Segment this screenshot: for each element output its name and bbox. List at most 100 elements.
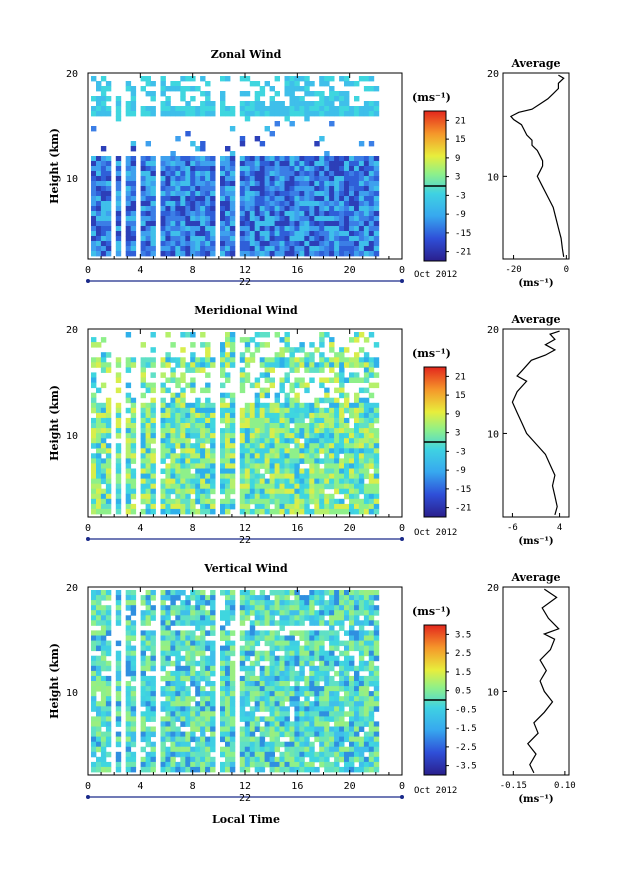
heatmap-cell — [210, 241, 216, 247]
heatmap-cell — [160, 620, 166, 626]
heatmap-cell — [314, 141, 320, 147]
heatmap-cell — [279, 211, 285, 217]
heatmap-cell — [210, 246, 216, 252]
heatmap-cell — [165, 650, 171, 657]
heatmap-cell — [274, 746, 280, 753]
heatmap-cell — [324, 241, 330, 247]
heatmap-cell — [225, 721, 231, 727]
heatmap-cell — [254, 640, 261, 647]
heatmap-cell — [170, 106, 176, 112]
heatmap-cell — [160, 706, 166, 712]
heatmap-cell — [284, 241, 290, 247]
heatmap-cell — [105, 610, 112, 616]
heatmap-cell — [309, 352, 315, 358]
heatmap-cell — [334, 362, 340, 368]
heatmap-cell — [185, 675, 191, 682]
heatmap-cell — [294, 76, 300, 82]
heatmap-cell — [324, 443, 330, 449]
heatmap-cell — [165, 433, 171, 439]
heatmap-cell — [125, 605, 132, 611]
heatmap-cell — [145, 181, 151, 187]
heatmap-cell — [195, 423, 201, 429]
heatmap-cell — [368, 171, 375, 177]
heatmap-cell — [140, 670, 146, 677]
heatmap-cell — [334, 615, 340, 621]
heatmap-cell — [239, 746, 246, 753]
heatmap-cell — [314, 493, 320, 500]
heatmap-cell — [368, 721, 375, 727]
heatmap-cell — [294, 686, 300, 692]
heatmap-cell — [140, 615, 146, 621]
heatmap-cell — [225, 595, 231, 601]
heatmap-cell — [205, 91, 211, 97]
x-tick-label: 12 — [239, 781, 251, 792]
heatmap-cell — [100, 711, 107, 717]
heatmap-cell — [185, 650, 191, 657]
heatmap-cell — [175, 236, 181, 242]
heatmap-cell — [175, 493, 181, 500]
heatmap-cell — [329, 428, 335, 434]
heatmap-cell — [125, 686, 132, 692]
heatmap-cell — [160, 498, 166, 505]
heatmap-cell — [100, 508, 107, 515]
heatmap-cell — [220, 438, 226, 444]
heatmap-cell — [309, 615, 315, 621]
heatmap-cell — [259, 392, 266, 399]
heatmap-cell — [244, 402, 251, 409]
heatmap-cell — [200, 726, 206, 732]
heatmap-cell — [180, 161, 186, 167]
heatmap-cell — [329, 221, 335, 227]
heatmap-cell — [254, 691, 261, 697]
heatmap-cell — [205, 620, 211, 626]
heatmap-cell — [190, 681, 196, 687]
heatmap-cell — [339, 106, 345, 112]
heatmap-cell — [354, 181, 360, 187]
heatmap-cell — [170, 443, 176, 449]
heatmap-cell — [185, 508, 191, 515]
heatmap-cell — [309, 402, 315, 409]
x-tick-label: 16 — [291, 523, 303, 534]
heatmap-cell — [358, 397, 365, 404]
heatmap-cell — [274, 675, 280, 682]
heatmap-cell — [220, 736, 226, 743]
heatmap-cell — [264, 206, 270, 212]
heatmap-cell — [324, 417, 330, 424]
heatmap-cell — [304, 453, 310, 459]
heatmap-cell — [294, 201, 300, 207]
heatmap-cell — [344, 670, 350, 677]
heatmap-cell — [309, 448, 315, 454]
heatmap-cell — [190, 362, 196, 368]
heatmap-cell — [205, 423, 211, 429]
heatmap-cell — [339, 347, 345, 353]
heatmap-cell — [205, 766, 211, 773]
heatmap-cell — [339, 681, 345, 687]
heatmap-cell — [319, 76, 325, 82]
heatmap-cell — [160, 86, 166, 92]
heatmap-cell — [91, 251, 97, 257]
heatmap-cell — [195, 211, 201, 217]
heatmap-cell — [358, 186, 365, 192]
heatmap-cell — [175, 645, 181, 652]
heatmap-cell — [274, 161, 280, 167]
heatmap-cell — [140, 236, 146, 242]
heatmap-cell — [373, 498, 380, 505]
heatmap-cell — [150, 706, 156, 712]
heatmap-cell — [165, 463, 171, 469]
heatmap-cell — [239, 458, 246, 464]
heatmap-cell — [91, 382, 97, 389]
heatmap-cell — [130, 655, 137, 662]
heatmap-cell — [269, 402, 275, 409]
heatmap-cell — [239, 665, 246, 672]
heatmap-cell — [205, 756, 211, 763]
heatmap-cell — [329, 101, 335, 107]
heatmap-cell — [324, 81, 330, 87]
heatmap-cell — [170, 377, 176, 383]
heatmap-cell — [344, 211, 350, 217]
heatmap-cell — [185, 493, 191, 500]
heatmap-cell — [249, 696, 256, 702]
heatmap-cell — [358, 407, 365, 414]
heatmap-cell — [284, 468, 290, 474]
heatmap-cell — [96, 660, 102, 667]
heatmap-cell — [170, 605, 176, 611]
heatmap-cell — [368, 766, 375, 773]
